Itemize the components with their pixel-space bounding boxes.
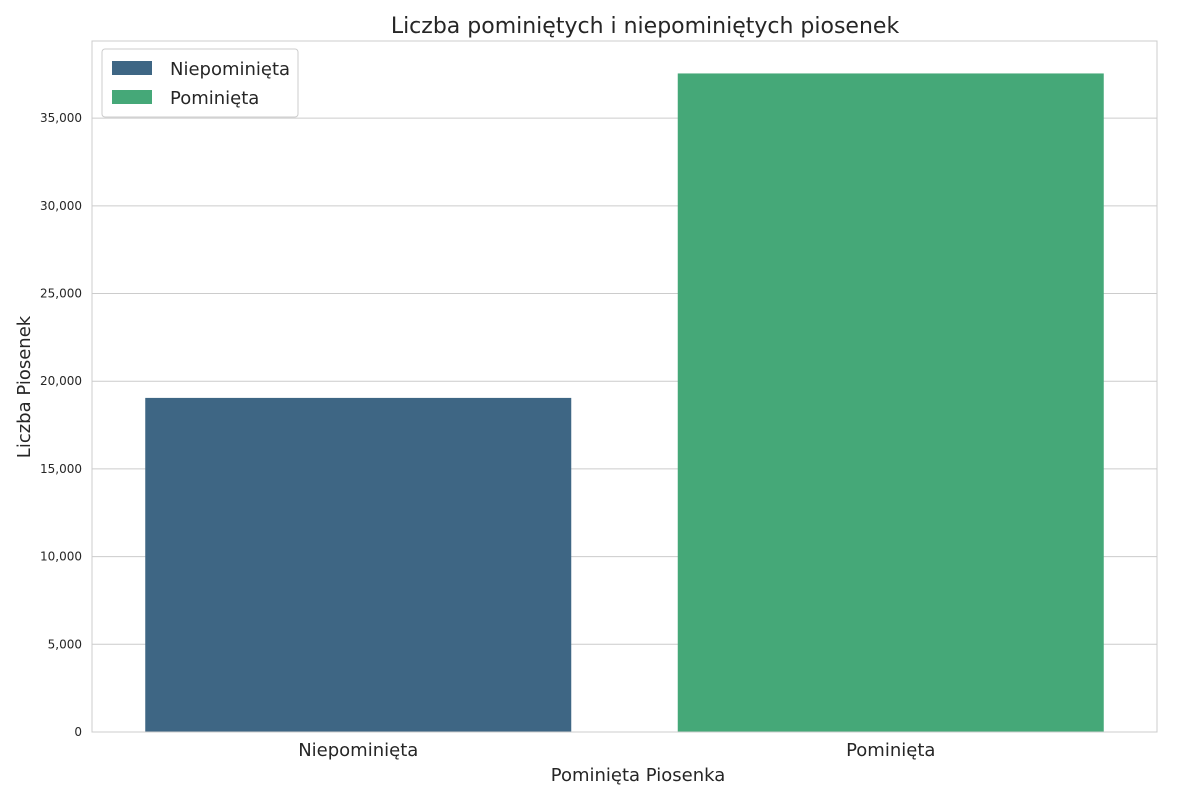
x-tick-label: Pominięta [846, 740, 935, 761]
legend: Niepominięta Pominięta [101, 48, 299, 118]
legend-label-niepominieta: Niepominięta [170, 59, 290, 80]
y-axis-ticks: 0 5,000 10,000 15,000 20,000 25,000 30,000 35,0… [40, 111, 82, 739]
y-tick-label: 15,000 [40, 462, 82, 476]
y-tick-label: 35,000 [40, 111, 82, 125]
chart-title: Liczba pominiętych i niepominiętych pios… [391, 14, 900, 39]
y-tick-label: 20,000 [40, 374, 82, 388]
x-axis-ticks: Niepominięta Pominięta [298, 740, 935, 761]
legend-swatch-pominieta [112, 90, 152, 104]
y-tick-label: 10,000 [40, 550, 82, 564]
x-axis-label: Pominięta Piosenka [551, 765, 726, 786]
y-axis-label: Liczba Piosenek [14, 315, 35, 458]
y-tick-label: 0 [74, 725, 82, 739]
plot-frame [91, 40, 1158, 733]
bars [145, 73, 1104, 732]
legend-label-pominieta: Pominięta [170, 88, 259, 109]
y-tick-label: 25,000 [40, 287, 82, 301]
y-tick-label: 5,000 [48, 637, 82, 651]
bar-1 [677, 73, 1104, 732]
x-tick-label: Niepominięta [298, 740, 418, 761]
y-tick-label: 30,000 [40, 199, 82, 213]
bar-0 [145, 397, 572, 732]
legend-swatch-niepominieta [112, 61, 152, 75]
